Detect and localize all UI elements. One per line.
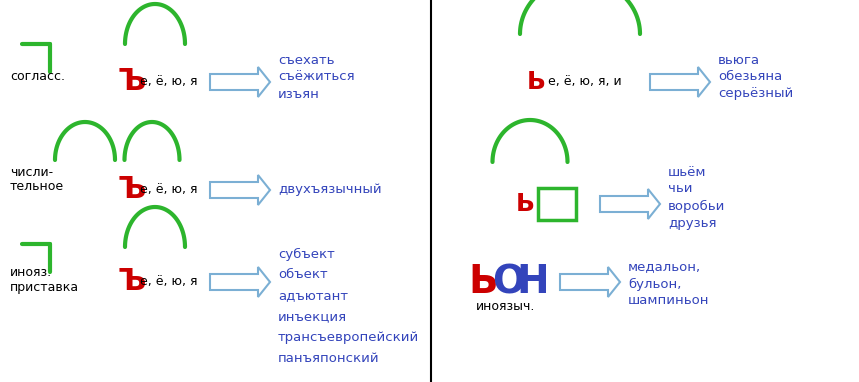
Text: Ъ: Ъ — [118, 68, 147, 97]
Bar — [538, 188, 576, 220]
Text: числи-: числи- — [10, 165, 53, 178]
Text: инъекция: инъекция — [278, 311, 347, 324]
Text: серьёзный: серьёзный — [718, 87, 793, 100]
Text: объект: объект — [278, 269, 327, 282]
Text: бульон,: бульон, — [628, 277, 681, 291]
Text: Ъ: Ъ — [118, 267, 147, 296]
Text: двухъязычный: двухъязычный — [278, 183, 381, 196]
Text: Ъ: Ъ — [118, 175, 147, 204]
Text: е, ё, ю, я: е, ё, ю, я — [140, 183, 198, 196]
Text: согласc.: согласc. — [10, 71, 65, 84]
Text: е, ё, ю, я: е, ё, ю, я — [140, 275, 198, 288]
Text: субъект: субъект — [278, 248, 335, 261]
Text: адъютант: адъютант — [278, 290, 348, 303]
Text: панъяпонский: панъяпонский — [278, 353, 380, 366]
Text: е, ё, ю, я: е, ё, ю, я — [140, 76, 198, 89]
Text: тельное: тельное — [10, 181, 64, 194]
Text: Ь: Ь — [516, 192, 535, 216]
Polygon shape — [210, 67, 270, 97]
Polygon shape — [600, 189, 660, 219]
Polygon shape — [210, 175, 270, 205]
Text: Н: Н — [516, 263, 549, 301]
Text: медальон,: медальон, — [628, 261, 701, 274]
Text: съёжиться: съёжиться — [278, 71, 355, 84]
Polygon shape — [210, 267, 270, 297]
Text: Ь: Ь — [527, 70, 546, 94]
Text: инояз.: инояз. — [10, 265, 52, 278]
Text: съехать: съехать — [278, 53, 334, 66]
Polygon shape — [650, 67, 710, 97]
Text: е, ё, ю, я, и: е, ё, ю, я, и — [548, 76, 622, 89]
Text: Ь: Ь — [468, 263, 497, 301]
Text: вьюга: вьюга — [718, 53, 760, 66]
Text: чьи: чьи — [668, 183, 692, 196]
Text: приставка: приставка — [10, 280, 79, 293]
Text: иноязыч.: иноязыч. — [476, 301, 535, 314]
Text: обезьяна: обезьяна — [718, 71, 783, 84]
Text: шьём: шьём — [668, 165, 706, 178]
Text: изъян: изъян — [278, 87, 320, 100]
Text: О: О — [492, 263, 525, 301]
Text: шампиньон: шампиньон — [628, 295, 710, 308]
Text: трансъевропейский: трансъевропейский — [278, 332, 419, 345]
Text: друзья: друзья — [668, 217, 716, 230]
Polygon shape — [560, 267, 620, 297]
Text: воробьи: воробьи — [668, 199, 725, 212]
